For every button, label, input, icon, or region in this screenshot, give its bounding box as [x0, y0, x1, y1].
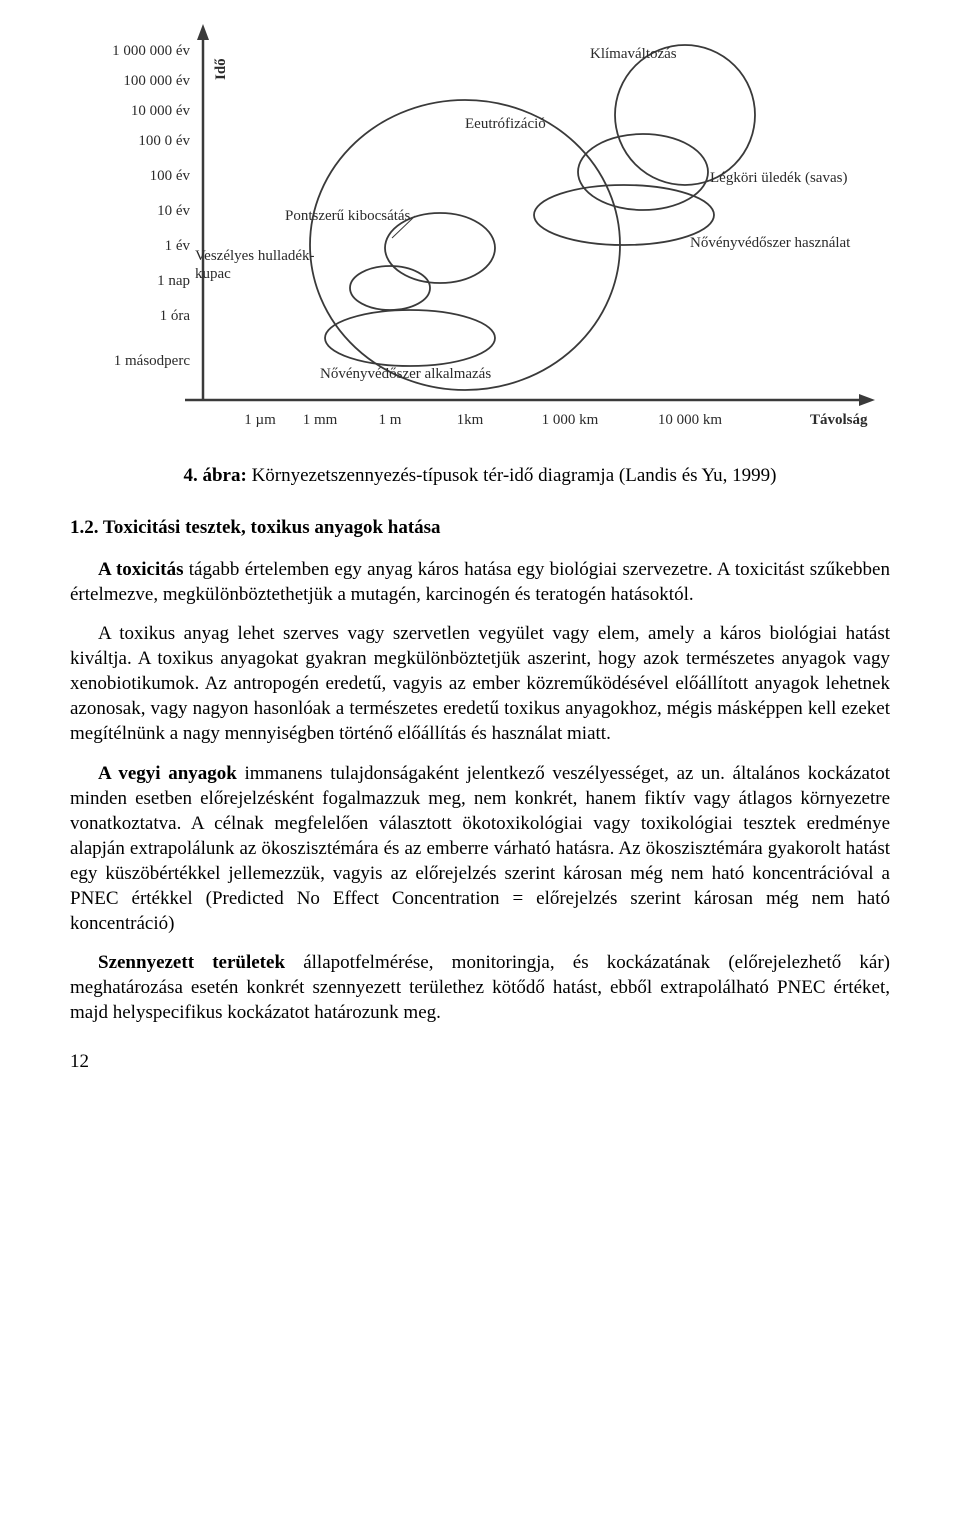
bubble-label: Veszélyes hulladék-: [195, 248, 315, 264]
bubble-label: Eeutrófizáció: [465, 116, 546, 132]
x-tick-label: 1 µm: [244, 412, 276, 428]
para1-rest: tágabb értelemben egy anyag káros hatása…: [70, 559, 890, 605]
y-tick-label: 1 másodperc: [114, 353, 191, 369]
y-tick-label: 10 év: [157, 203, 190, 219]
x-tick-label: 1 mm: [303, 412, 338, 428]
bubble: [310, 100, 620, 390]
bubble-label: Klímaváltozás: [590, 46, 677, 62]
para4-lead: Szennyezett területek: [98, 952, 285, 973]
x-axis-title: Távolság: [810, 412, 868, 428]
paragraph-4: Szennyezett területek állapotfelmérése, …: [70, 950, 890, 1025]
bubble-diagram: Idő 1 000 000 év 100 000 év 10 000 év 100 0…: [70, 20, 890, 440]
y-tick-label: 1 óra: [160, 308, 191, 324]
page-number: 12: [70, 1051, 890, 1073]
y-tick-label: 100 0 év: [138, 133, 190, 149]
paragraph-2: A toxikus anyag lehet szerves vagy szerv…: [70, 621, 890, 746]
page: Idő 1 000 000 év 100 000 év 10 000 év 100 0…: [0, 0, 960, 1103]
x-tick-label: 1 000 km: [542, 412, 599, 428]
para1-lead: A toxicitás: [98, 559, 184, 580]
figure-caption: 4. ábra: Környezetszennyezés-típusok tér…: [70, 465, 890, 487]
y-tick-label: 1 év: [165, 238, 191, 254]
bubble: [350, 266, 430, 310]
bubble-label: Pontszerű kibocsátás: [285, 208, 411, 224]
bubble: [615, 45, 755, 185]
bubble-label: Nővényvédőszer alkalmazás: [320, 366, 491, 382]
x-tick-label: 1 m: [379, 412, 402, 428]
bubble: [534, 185, 714, 245]
para3-rest: immanens tulajdonságaként jelentkező ves…: [70, 763, 890, 934]
para3-lead: A vegyi anyagok: [98, 763, 237, 784]
extra-label: kupac: [195, 266, 231, 282]
y-axis-ticks: 1 000 000 év 100 000 év 10 000 év 100 0 év 1…: [112, 43, 190, 369]
caption-rest: Környezetszennyezés-típusok tér-idő diag…: [247, 465, 777, 486]
x-axis-ticks: 1 µm 1 mm 1 m 1km 1 000 km 10 000 km: [244, 412, 722, 428]
y-tick-label: 100 év: [150, 168, 191, 184]
diagram-container: Idő 1 000 000 év 100 000 év 10 000 év 100 0…: [70, 20, 890, 445]
y-tick-label: 10 000 év: [131, 103, 191, 119]
y-tick-label: 1 000 000 év: [112, 43, 190, 59]
paragraph-3: A vegyi anyagok immanens tulajdonságakén…: [70, 761, 890, 937]
caption-bold: 4. ábra:: [183, 465, 246, 486]
bubble: [325, 310, 495, 366]
y-tick-label: 100 000 év: [123, 73, 190, 89]
x-tick-label: 1km: [457, 412, 484, 428]
bubble-label: Légköri üledék (savas): [710, 170, 847, 186]
section-title: 1.2. Toxicitási tesztek, toxikus anyagok…: [70, 517, 890, 539]
bubble-label: Nővényvédőszer használat: [690, 235, 851, 251]
y-tick-label: 1 nap: [157, 273, 190, 289]
bubbles-group: Klímaváltozás Eeutrófizáció Légköri üledék…: [195, 45, 851, 390]
y-axis-title: Idő: [213, 58, 229, 80]
x-tick-label: 10 000 km: [658, 412, 723, 428]
paragraph-1: A toxicitás tágabb értelemben egy anyag …: [70, 557, 890, 607]
